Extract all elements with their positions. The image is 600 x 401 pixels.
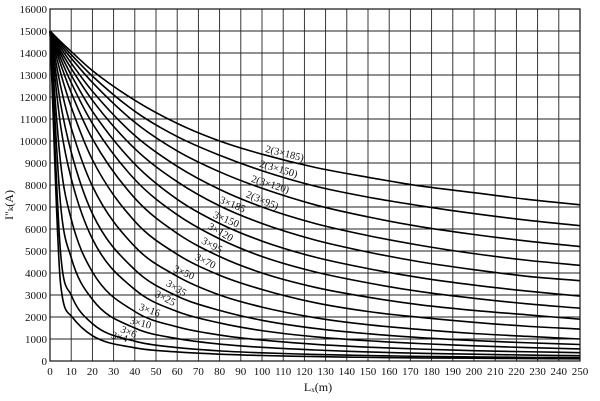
x-tick-label: 40 — [129, 366, 141, 378]
series-line — [49, 30, 581, 267]
x-tick-label: 250 — [572, 366, 589, 378]
x-tick-label: 50 — [151, 366, 163, 378]
y-tick-labels: 0 1000 2000 3000 4000 5000 6000 7000 8000 9000 100… — [20, 4, 48, 368]
series-line — [49, 30, 581, 227]
x-tick-label: 100 — [254, 366, 271, 378]
series-line — [49, 30, 581, 340]
grid — [49, 8, 581, 362]
series-line — [49, 30, 581, 206]
y-tick-label: 5000 — [25, 246, 48, 258]
x-tick-label: 210 — [487, 366, 504, 378]
x-tick-label: 170 — [402, 366, 419, 378]
x-tick-label: 180 — [423, 366, 440, 378]
x-tick-label: 30 — [108, 366, 120, 378]
x-axis-title: Lₓ(m) — [304, 380, 332, 394]
series-line — [49, 30, 581, 354]
x-tick-label: 130 — [317, 366, 334, 378]
x-tick-label: 200 — [466, 366, 483, 378]
y-tick-label: 7000 — [25, 202, 48, 214]
x-tick-label: 150 — [360, 366, 377, 378]
series-line — [49, 30, 581, 360]
x-tick-label: 160 — [381, 366, 398, 378]
series-line — [49, 30, 581, 350]
series-line — [49, 30, 581, 346]
series-line — [49, 30, 581, 309]
x-tick-label: 120 — [296, 366, 313, 378]
x-tick-label: 10 — [66, 366, 78, 378]
curve-label: 3×4 — [110, 330, 130, 345]
series-line — [49, 30, 581, 357]
y-tick-label: 12000 — [20, 92, 48, 104]
x-tick-label: 240 — [551, 366, 568, 378]
x-tick-label: 190 — [445, 366, 462, 378]
y-tick-label: 3000 — [25, 290, 48, 302]
y-tick-label: 10000 — [20, 136, 48, 148]
y-tick-label: 0 — [42, 356, 48, 368]
x-tick-label: 20 — [87, 366, 99, 378]
plot-frame — [49, 8, 581, 362]
x-tick-label: 70 — [193, 366, 205, 378]
x-tick-label: 90 — [235, 366, 247, 378]
y-tick-label: 6000 — [25, 224, 48, 236]
x-tick-label: 0 — [47, 366, 53, 378]
series-line — [49, 30, 581, 297]
x-tick-label: 80 — [214, 366, 226, 378]
series-line — [49, 30, 581, 330]
y-tick-label: 15000 — [20, 26, 48, 38]
y-tick-label: 2000 — [25, 312, 48, 324]
curve-label: 3×10 — [128, 316, 152, 332]
y-tick-label: 13000 — [20, 70, 48, 82]
y-tick-label: 11000 — [20, 114, 48, 126]
series-line — [49, 30, 581, 320]
x-tick-label: 60 — [172, 366, 184, 378]
y-tick-label: 4000 — [25, 268, 48, 280]
y-axis-title: I"ₖ(A) — [2, 190, 16, 220]
x-tick-label: 220 — [508, 366, 525, 378]
series-line — [49, 30, 581, 248]
y-tick-label: 14000 — [20, 48, 48, 60]
y-tick-label: 8000 — [25, 180, 48, 192]
y-tick-label: 1000 — [25, 334, 48, 346]
x-tick-label: 230 — [529, 366, 546, 378]
x-tick-labels: 0 10 20 30 40 50 60 70 80 90 100 110 120 130 140 150 160… — [47, 366, 589, 378]
series-line — [49, 30, 581, 359]
series-line — [49, 30, 581, 282]
x-tick-label: 140 — [339, 366, 356, 378]
y-tick-label: 9000 — [25, 158, 48, 170]
x-tick-label: 110 — [275, 366, 292, 378]
curves — [49, 30, 581, 360]
y-tick-label: 16000 — [20, 4, 48, 16]
